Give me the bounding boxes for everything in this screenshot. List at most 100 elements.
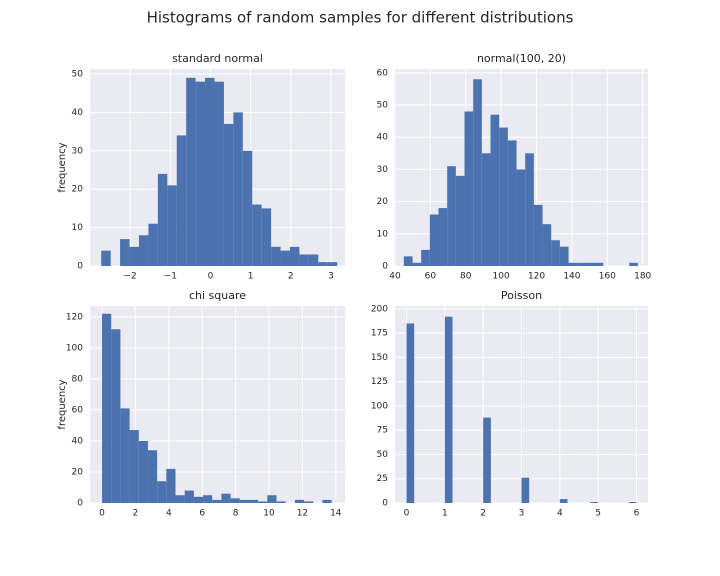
bar <box>129 246 139 266</box>
bar <box>521 477 530 503</box>
bar <box>464 111 474 266</box>
bar <box>221 493 231 503</box>
subplot-title: normal(100, 20) <box>477 52 566 65</box>
bar <box>111 329 121 503</box>
bar <box>205 77 215 266</box>
bar <box>176 135 187 266</box>
bar <box>157 481 167 503</box>
bar <box>203 495 213 503</box>
bar <box>267 495 277 503</box>
y-tick-label: 100 <box>66 343 83 353</box>
y-tick-label: 50 <box>377 101 389 111</box>
x-tick-label: 1 <box>248 272 254 282</box>
y-tick-label: 60 <box>377 68 389 78</box>
bar <box>186 77 196 266</box>
bar <box>533 204 543 266</box>
x-tick-label: 180 <box>634 272 651 282</box>
bar <box>289 246 300 266</box>
bar <box>551 240 560 266</box>
bar <box>559 246 569 266</box>
bar <box>304 501 314 503</box>
x-tick-label: 0 <box>208 272 214 282</box>
bar <box>239 499 249 503</box>
bar <box>138 235 149 266</box>
bar <box>318 262 328 266</box>
bar <box>444 316 453 503</box>
bar <box>483 417 491 503</box>
y-tick-label: 40 <box>377 133 389 143</box>
bar <box>252 204 262 266</box>
bar <box>175 495 185 503</box>
y-tick-label: 100 <box>371 401 388 411</box>
y-tick-label: 200 <box>371 304 388 314</box>
x-tick-label: 40 <box>389 272 401 282</box>
x-tick-label: 10 <box>263 509 275 519</box>
bar <box>447 166 456 266</box>
bar <box>406 323 415 503</box>
bar <box>327 262 338 266</box>
y-tick-label: 80 <box>72 374 84 384</box>
bar <box>299 254 309 266</box>
y-tick-label: 60 <box>72 405 84 415</box>
x-tick-label: 160 <box>599 272 616 282</box>
subplot-title: standard normal <box>172 52 263 65</box>
bar <box>585 262 595 266</box>
x-tick-label: −2 <box>124 272 137 282</box>
bar <box>490 114 500 266</box>
y-tick-label: 0 <box>382 499 388 509</box>
bar <box>481 153 491 266</box>
x-tick-label: 0 <box>99 509 105 519</box>
y-axis-label: frequency <box>57 379 68 429</box>
x-tick-label: 14 <box>330 509 342 519</box>
x-tick-label: 2 <box>480 509 486 519</box>
bar <box>499 127 508 267</box>
bar <box>280 250 290 266</box>
y-tick-label: 40 <box>72 108 84 118</box>
x-tick-label: 2 <box>133 509 139 519</box>
y-tick-label: 75 <box>377 426 388 436</box>
y-tick-label: 20 <box>72 185 84 195</box>
subplot-title: Poisson <box>501 289 542 302</box>
bar <box>438 208 448 266</box>
x-tick-label: 60 <box>425 272 437 282</box>
y-tick-label: 0 <box>77 262 83 272</box>
bar <box>138 440 148 503</box>
x-tick-label: 5 <box>595 509 601 519</box>
y-tick-label: 120 <box>66 312 83 322</box>
y-tick-label: 10 <box>377 229 389 239</box>
y-tick-label: 25 <box>377 474 388 484</box>
y-tick-label: 40 <box>72 436 84 446</box>
subplot-title: chi square <box>189 289 246 302</box>
bar <box>507 140 517 266</box>
y-tick-label: 175 <box>371 329 388 339</box>
y-tick-label: 0 <box>382 262 388 272</box>
bar <box>628 502 637 503</box>
y-tick-label: 150 <box>371 353 388 363</box>
bar <box>184 490 194 503</box>
x-tick-label: 2 <box>288 272 294 282</box>
bar <box>271 246 281 266</box>
bar <box>248 499 259 503</box>
x-tick-label: 3 <box>328 272 334 282</box>
bar <box>403 256 413 266</box>
bar <box>167 185 177 266</box>
x-tick-label: 8 <box>233 509 239 519</box>
bar <box>294 499 305 503</box>
bar <box>258 501 268 503</box>
x-tick-label: 100 <box>493 272 510 282</box>
y-tick-label: 10 <box>72 223 84 233</box>
bar <box>412 262 422 266</box>
y-tick-label: 125 <box>371 377 388 387</box>
bar <box>525 153 534 266</box>
bar <box>212 499 222 503</box>
x-tick-label: 6 <box>634 509 640 519</box>
x-tick-label: 4 <box>166 509 172 519</box>
x-tick-label: 4 <box>557 509 563 519</box>
bar <box>242 150 253 266</box>
bar <box>629 262 638 266</box>
bar <box>120 408 130 503</box>
x-tick-label: 3 <box>519 509 525 519</box>
bar <box>429 214 439 266</box>
bar <box>516 169 526 266</box>
